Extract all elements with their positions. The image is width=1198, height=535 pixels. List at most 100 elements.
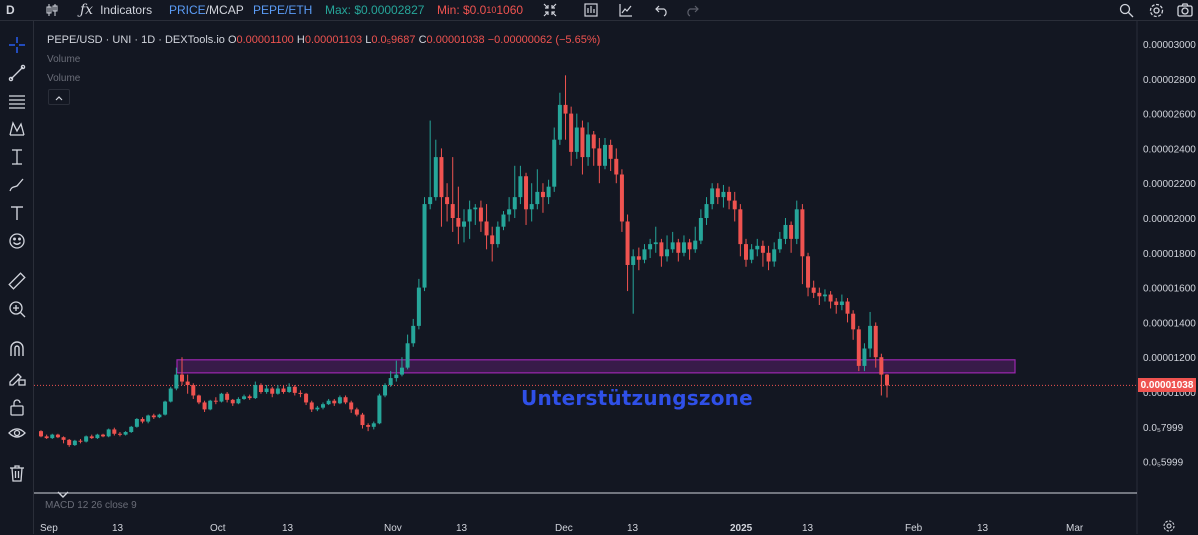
candle-body [687, 242, 692, 250]
candle-body [433, 157, 438, 198]
candle-body [822, 294, 827, 297]
projection-tool[interactable] [6, 147, 28, 169]
candle-body [112, 429, 117, 434]
screenshot-button[interactable] [1175, 0, 1195, 20]
candle-body [873, 325, 878, 358]
camera-icon [1177, 3, 1193, 17]
search-button[interactable] [1116, 0, 1136, 20]
candle-body [185, 381, 190, 386]
zoom-tool[interactable] [6, 299, 28, 321]
price-axis-label: 0.00001600 [1143, 284, 1196, 295]
candle-body [698, 218, 703, 241]
candle-body [512, 197, 517, 210]
compare-button[interactable] [540, 0, 560, 20]
candle-body [879, 357, 884, 375]
candle-body [552, 139, 557, 187]
candle-body [383, 385, 388, 396]
candle-body [597, 148, 602, 166]
candle-body [789, 224, 794, 239]
price-axis-label: 0.00002600 [1143, 110, 1196, 121]
candle-body [794, 209, 799, 239]
price-axis-label: 0.00001200 [1143, 353, 1196, 364]
candle-body [213, 400, 218, 402]
fib-tool[interactable] [6, 91, 28, 113]
candle-body [817, 292, 822, 297]
redo-button[interactable] [682, 0, 702, 20]
candle-body [828, 294, 833, 302]
lock-drawing-tool[interactable] [6, 367, 28, 389]
candle-body [349, 402, 354, 410]
change-value: −0.00000062 (−5.65%) [487, 34, 601, 46]
candle-body [766, 252, 771, 262]
ruler-tool[interactable] [6, 271, 28, 293]
pattern-tool[interactable] [6, 119, 28, 141]
undo-button[interactable] [652, 0, 672, 20]
price-axis-label: 0.00002400 [1143, 144, 1196, 155]
candle-body [693, 240, 698, 250]
candle-body [287, 386, 292, 392]
pair-button[interactable]: PEPE/ETH [253, 0, 312, 20]
magnet-tool[interactable] [6, 339, 28, 361]
candle-body [163, 401, 168, 415]
text-tool[interactable] [6, 203, 28, 225]
support-zone-label[interactable]: Unterstützungszone [521, 386, 753, 410]
chart-style-button[interactable] [581, 0, 601, 20]
time-axis-label: Nov [384, 523, 402, 534]
high-value: 0.00001103 [304, 34, 363, 46]
lock-icon [8, 398, 26, 419]
symbol-button[interactable]: D [6, 0, 15, 20]
line-chart-button[interactable] [616, 0, 636, 20]
candle-body [670, 242, 675, 250]
candle-body [710, 188, 715, 205]
candle-body [39, 431, 43, 437]
emoji-tool[interactable] [6, 231, 28, 253]
chart-type-button[interactable] [42, 0, 62, 20]
collapse-legend-button[interactable] [48, 89, 70, 105]
candle-body [236, 398, 241, 404]
candle-body [61, 437, 66, 440]
candle-body [95, 434, 100, 439]
candle-body [755, 245, 760, 250]
candle-body [394, 374, 399, 379]
candle-body [50, 434, 55, 439]
indicators-button[interactable]: ƒx Indicators [80, 0, 152, 20]
volume-legend-2[interactable]: Volume [47, 73, 81, 84]
settings-button[interactable] [1146, 0, 1166, 20]
candle-body [292, 386, 297, 393]
low-label: L [365, 34, 372, 46]
measure-vertical-icon [8, 148, 26, 169]
candle-body [478, 207, 483, 222]
delete-drawings-tool[interactable] [6, 463, 28, 485]
close-value: 0.00001038 [426, 34, 485, 46]
line-chart-icon [619, 3, 633, 17]
candle-body [450, 204, 455, 218]
candle-body [467, 209, 472, 222]
candle-body [456, 218, 461, 227]
candle-body [411, 325, 416, 344]
candle-body [721, 191, 726, 198]
time-axis-label: Feb [905, 523, 923, 534]
horizontal-lines-icon [8, 92, 26, 113]
candle-body [281, 388, 286, 392]
candle-body [315, 407, 320, 410]
candle-body [744, 244, 748, 260]
candle-body [546, 186, 551, 198]
crosshair-tool[interactable] [6, 35, 28, 57]
price-axis-label: 0.00001400 [1143, 318, 1196, 329]
candle-body [625, 221, 630, 265]
candle-body [134, 418, 139, 427]
price-mcap-toggle[interactable]: PRICE / MCAP [169, 0, 244, 20]
candle-body [484, 221, 489, 236]
macd-legend[interactable]: MACD 12 26 close 9 [45, 500, 137, 511]
candle-body [78, 440, 83, 442]
candle-body [636, 256, 641, 260]
trend-line-tool[interactable] [6, 63, 28, 85]
lock-all-tool[interactable] [6, 397, 28, 419]
hide-drawings-tool[interactable] [6, 423, 28, 445]
candle-body [648, 244, 653, 250]
support-zone-rectangle [176, 359, 1016, 374]
volume-legend[interactable]: Volume [47, 54, 81, 65]
brush-tool[interactable] [6, 175, 28, 197]
time-axis-settings-button[interactable] [1162, 520, 1176, 534]
